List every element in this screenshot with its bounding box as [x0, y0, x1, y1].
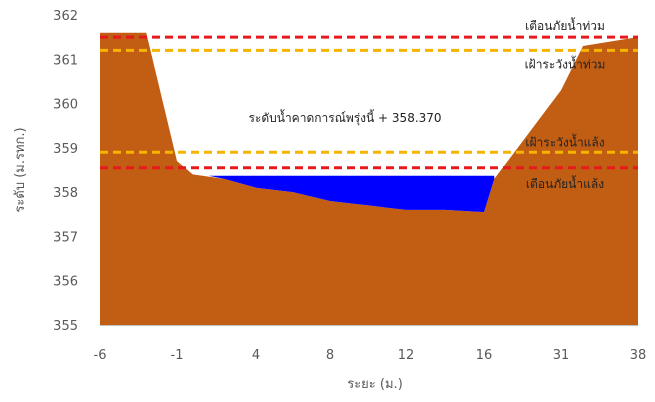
x-tick-label: 16: [476, 348, 493, 363]
x-tick-label: 31: [553, 348, 570, 363]
x-axis-title: ระยะ (ม.): [347, 377, 403, 392]
plot-area: เตือนภัยน้ำท่วมเฝ้าระวังน้ำท่วมเฝ้าระวัง…: [100, 17, 638, 326]
x-tick-label: 4: [252, 348, 260, 363]
threshold-label: เฝ้าระวังน้ำแล้ง: [525, 133, 604, 149]
x-tick-label: 12: [398, 348, 415, 363]
y-tick-label: 359: [53, 142, 78, 157]
x-tick-label: -6: [94, 348, 107, 363]
threshold-lines: เตือนภัยน้ำท่วมเฝ้าระวังน้ำท่วมเฝ้าระวัง…: [100, 17, 638, 191]
y-tick-label: 355: [53, 319, 78, 334]
x-tick-label: 8: [326, 348, 334, 363]
water-area: [208, 175, 495, 213]
threshold-label: เตือนภัยน้ำแล้ง: [526, 175, 604, 191]
ground-profile-area: [100, 32, 638, 325]
y-tick-label: 356: [53, 275, 78, 290]
y-tick-label: 360: [53, 98, 78, 113]
x-tick-label: 38: [630, 348, 647, 363]
y-tick-label: 361: [53, 53, 78, 68]
y-axis-title: ระดับ (ม.รทก.): [13, 127, 28, 212]
forecast-annotation: ระดับน้ำคาดการณ์พรุ่งนี้ + 358.370: [248, 109, 441, 126]
x-axis-ticks: -6 -1 4 8 12 16 31 38: [94, 348, 647, 363]
threshold-label: เฝ้าระวังน้ำท่วม: [525, 55, 606, 71]
threshold-label: เตือนภัยน้ำท่วม: [525, 17, 605, 33]
x-tick-label: -1: [171, 348, 184, 363]
y-axis-ticks: 355 356 357 358 359 360 361 362: [53, 9, 78, 334]
y-tick-label: 358: [53, 186, 78, 201]
y-tick-label: 362: [53, 9, 78, 24]
y-tick-label: 357: [53, 230, 78, 245]
